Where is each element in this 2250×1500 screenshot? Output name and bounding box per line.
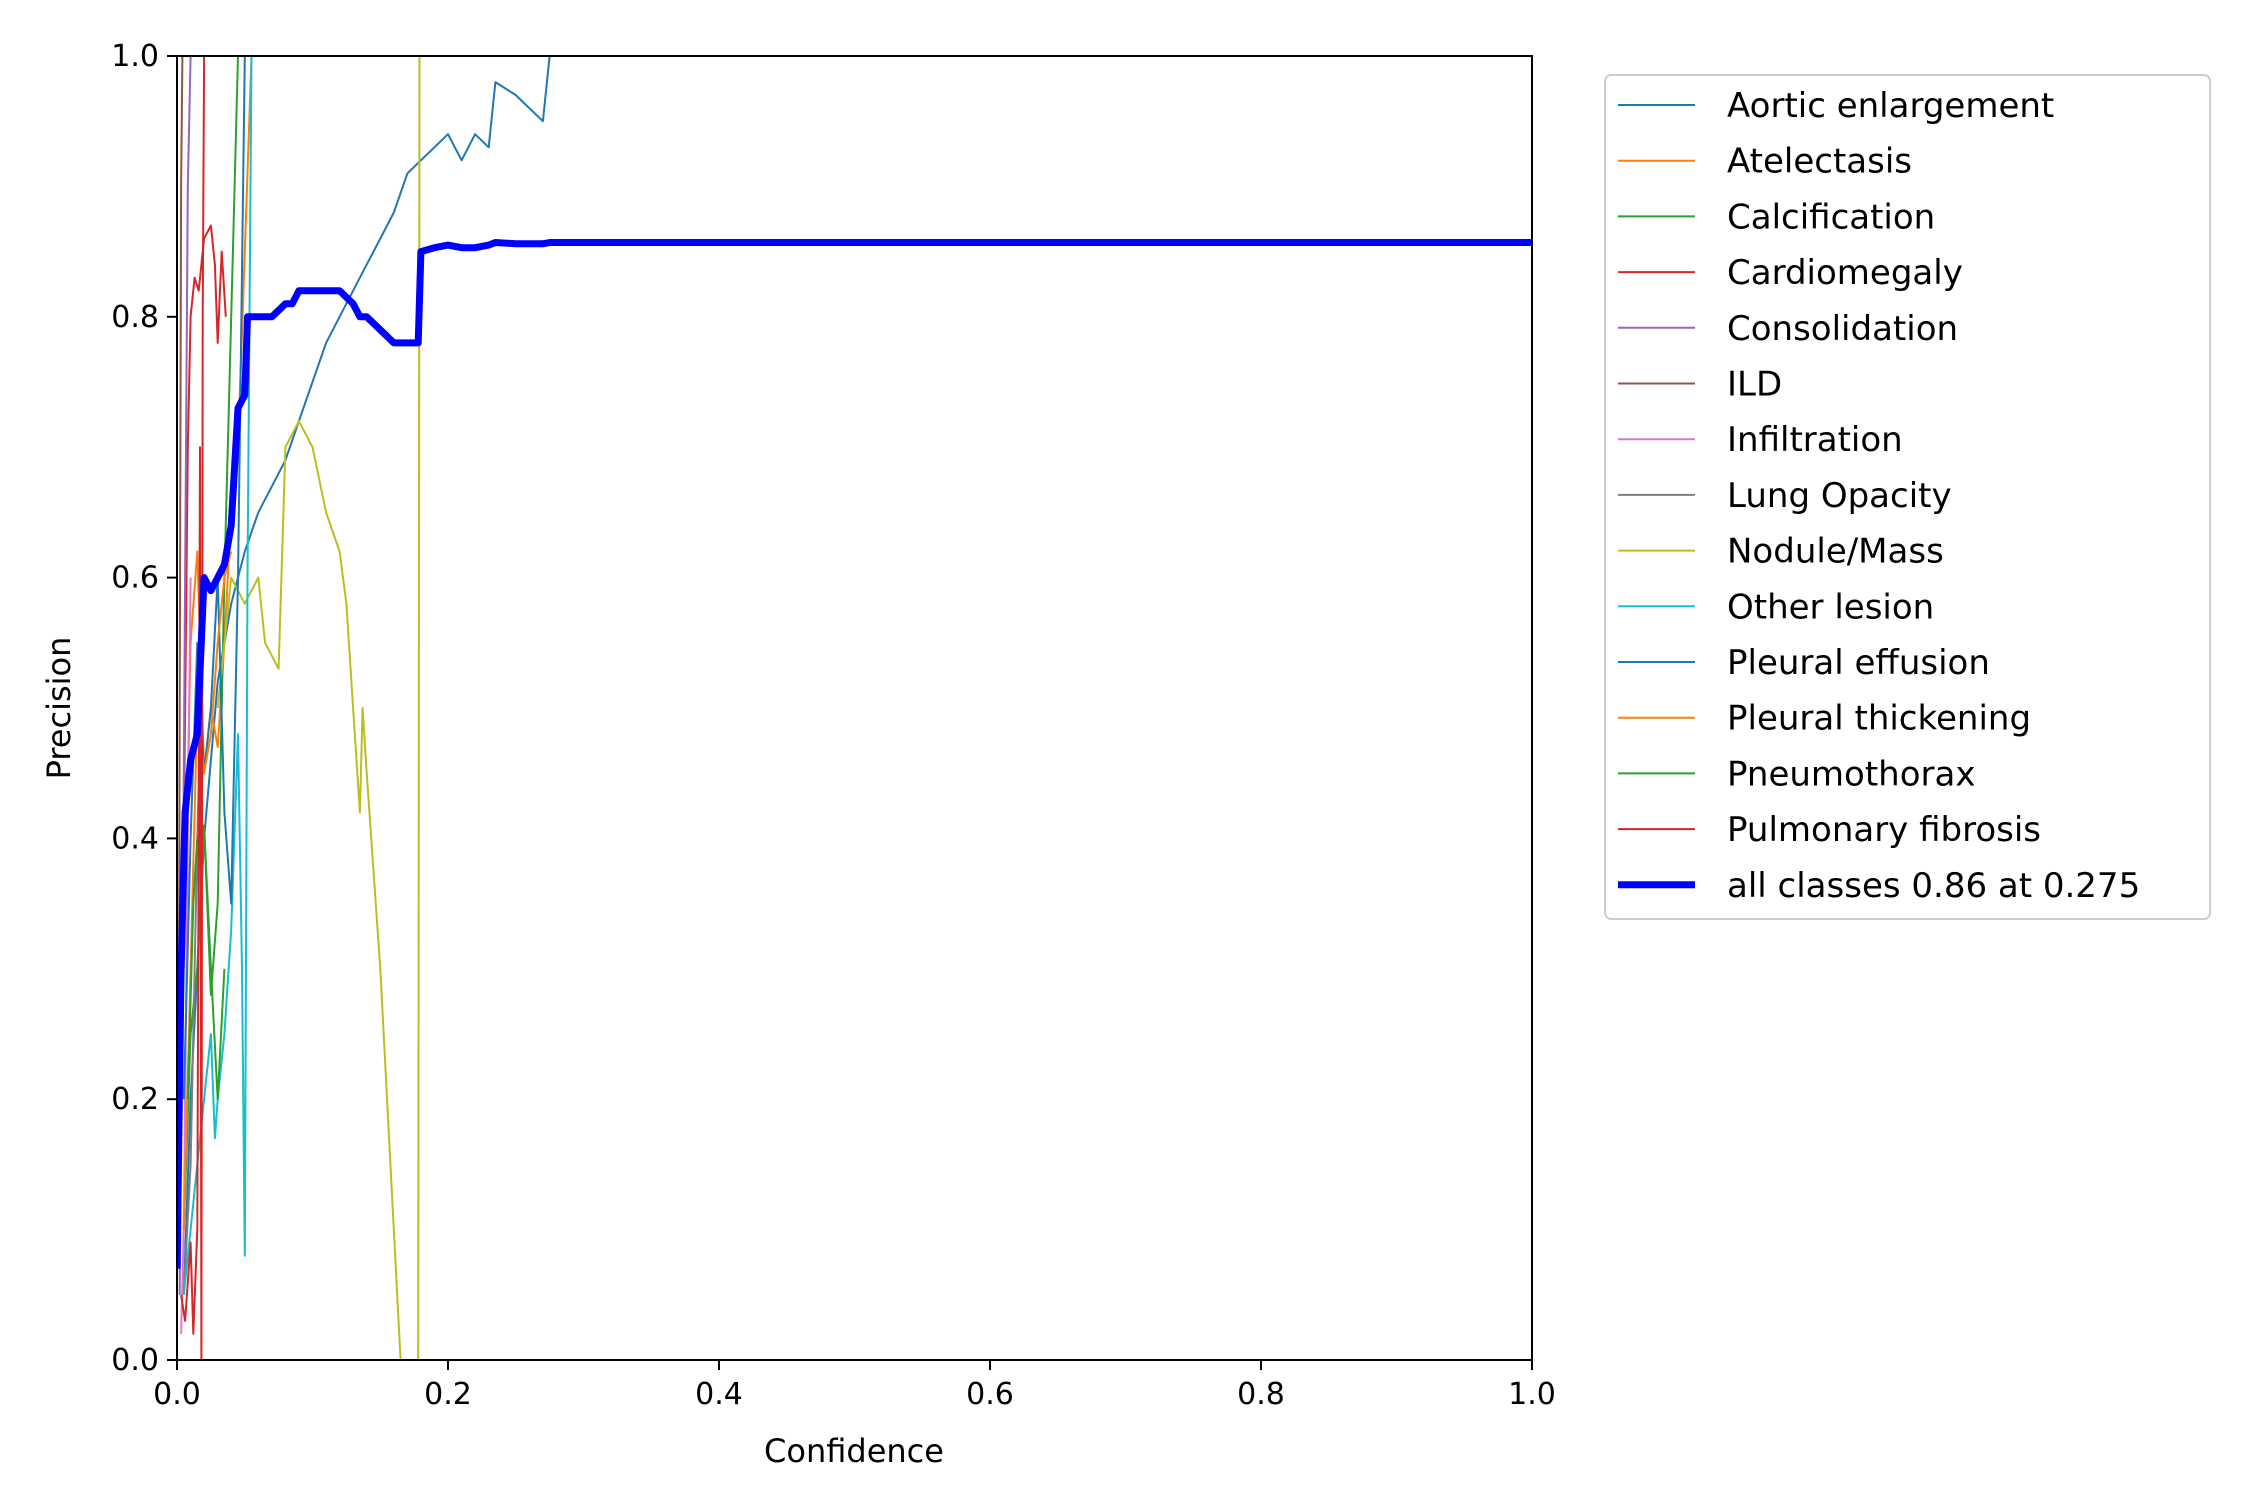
legend: Aortic enlargement Atelectasis Calcificati… — [1604, 74, 2211, 920]
legend-entry: Cardiomegaly — [1727, 253, 1963, 293]
series-line-9 — [182, 56, 253, 1295]
y-tick-label: 1.0 — [111, 39, 159, 74]
legend-entry: all classes 0.86 at 0.275 — [1727, 866, 2140, 906]
legend-entry: ILD — [1727, 365, 1782, 405]
x-tick-label: 0.0 — [153, 1377, 201, 1412]
legend-entry: Pleural thickening — [1727, 699, 2031, 739]
x-tick-label: 0.4 — [695, 1377, 743, 1412]
y-tick-label: 0.0 — [111, 1343, 159, 1378]
plot-area — [177, 56, 1532, 1360]
y-tick-label: 0.8 — [111, 300, 159, 335]
legend-entry: Calcification — [1727, 197, 1935, 237]
legend-entry: Infiltration — [1727, 420, 1903, 460]
x-tick-label: 1.0 — [1508, 1377, 1556, 1412]
x-tick-label: 0.8 — [1237, 1377, 1285, 1412]
plot-frame — [176, 55, 1533, 1361]
legend-entry: Atelectasis — [1727, 142, 1912, 182]
series-line-13 — [180, 56, 206, 1360]
x-axis-label: Confidence — [764, 1432, 944, 1470]
x-tick-label: 0.2 — [424, 1377, 472, 1412]
y-tick-label: 0.2 — [111, 1082, 159, 1117]
legend-entry: Pulmonary fibrosis — [1727, 810, 2041, 850]
x-tick-label: 0.6 — [966, 1377, 1014, 1412]
legend-entry: Aortic enlargement — [1727, 86, 2054, 126]
legend-box — [1604, 74, 2211, 920]
legend-entry: Pleural effusion — [1727, 643, 1990, 683]
y-tick-label: 0.4 — [111, 821, 159, 856]
x-axis: 0.0 0.2 0.4 0.6 0.8 1.0 — [153, 1360, 1556, 1412]
series-line-12 — [186, 824, 226, 1101]
legend-entry: Lung Opacity — [1727, 476, 1952, 516]
y-tick-label: 0.6 — [111, 561, 159, 596]
legend-entry: Consolidation — [1727, 309, 1958, 349]
legend-entry: Nodule/Mass — [1727, 532, 1944, 572]
legend-entry: Pneumothorax — [1727, 754, 1975, 794]
series-line-8 — [216, 56, 421, 1360]
y-axis-label: Precision — [40, 637, 78, 780]
series-line-3 — [178, 224, 227, 1230]
y-axis: 0.0 0.2 0.4 0.6 0.8 1.0 — [111, 39, 177, 1378]
series-line-14 — [177, 239, 1532, 1269]
legend-entry: Other lesion — [1727, 587, 1934, 627]
